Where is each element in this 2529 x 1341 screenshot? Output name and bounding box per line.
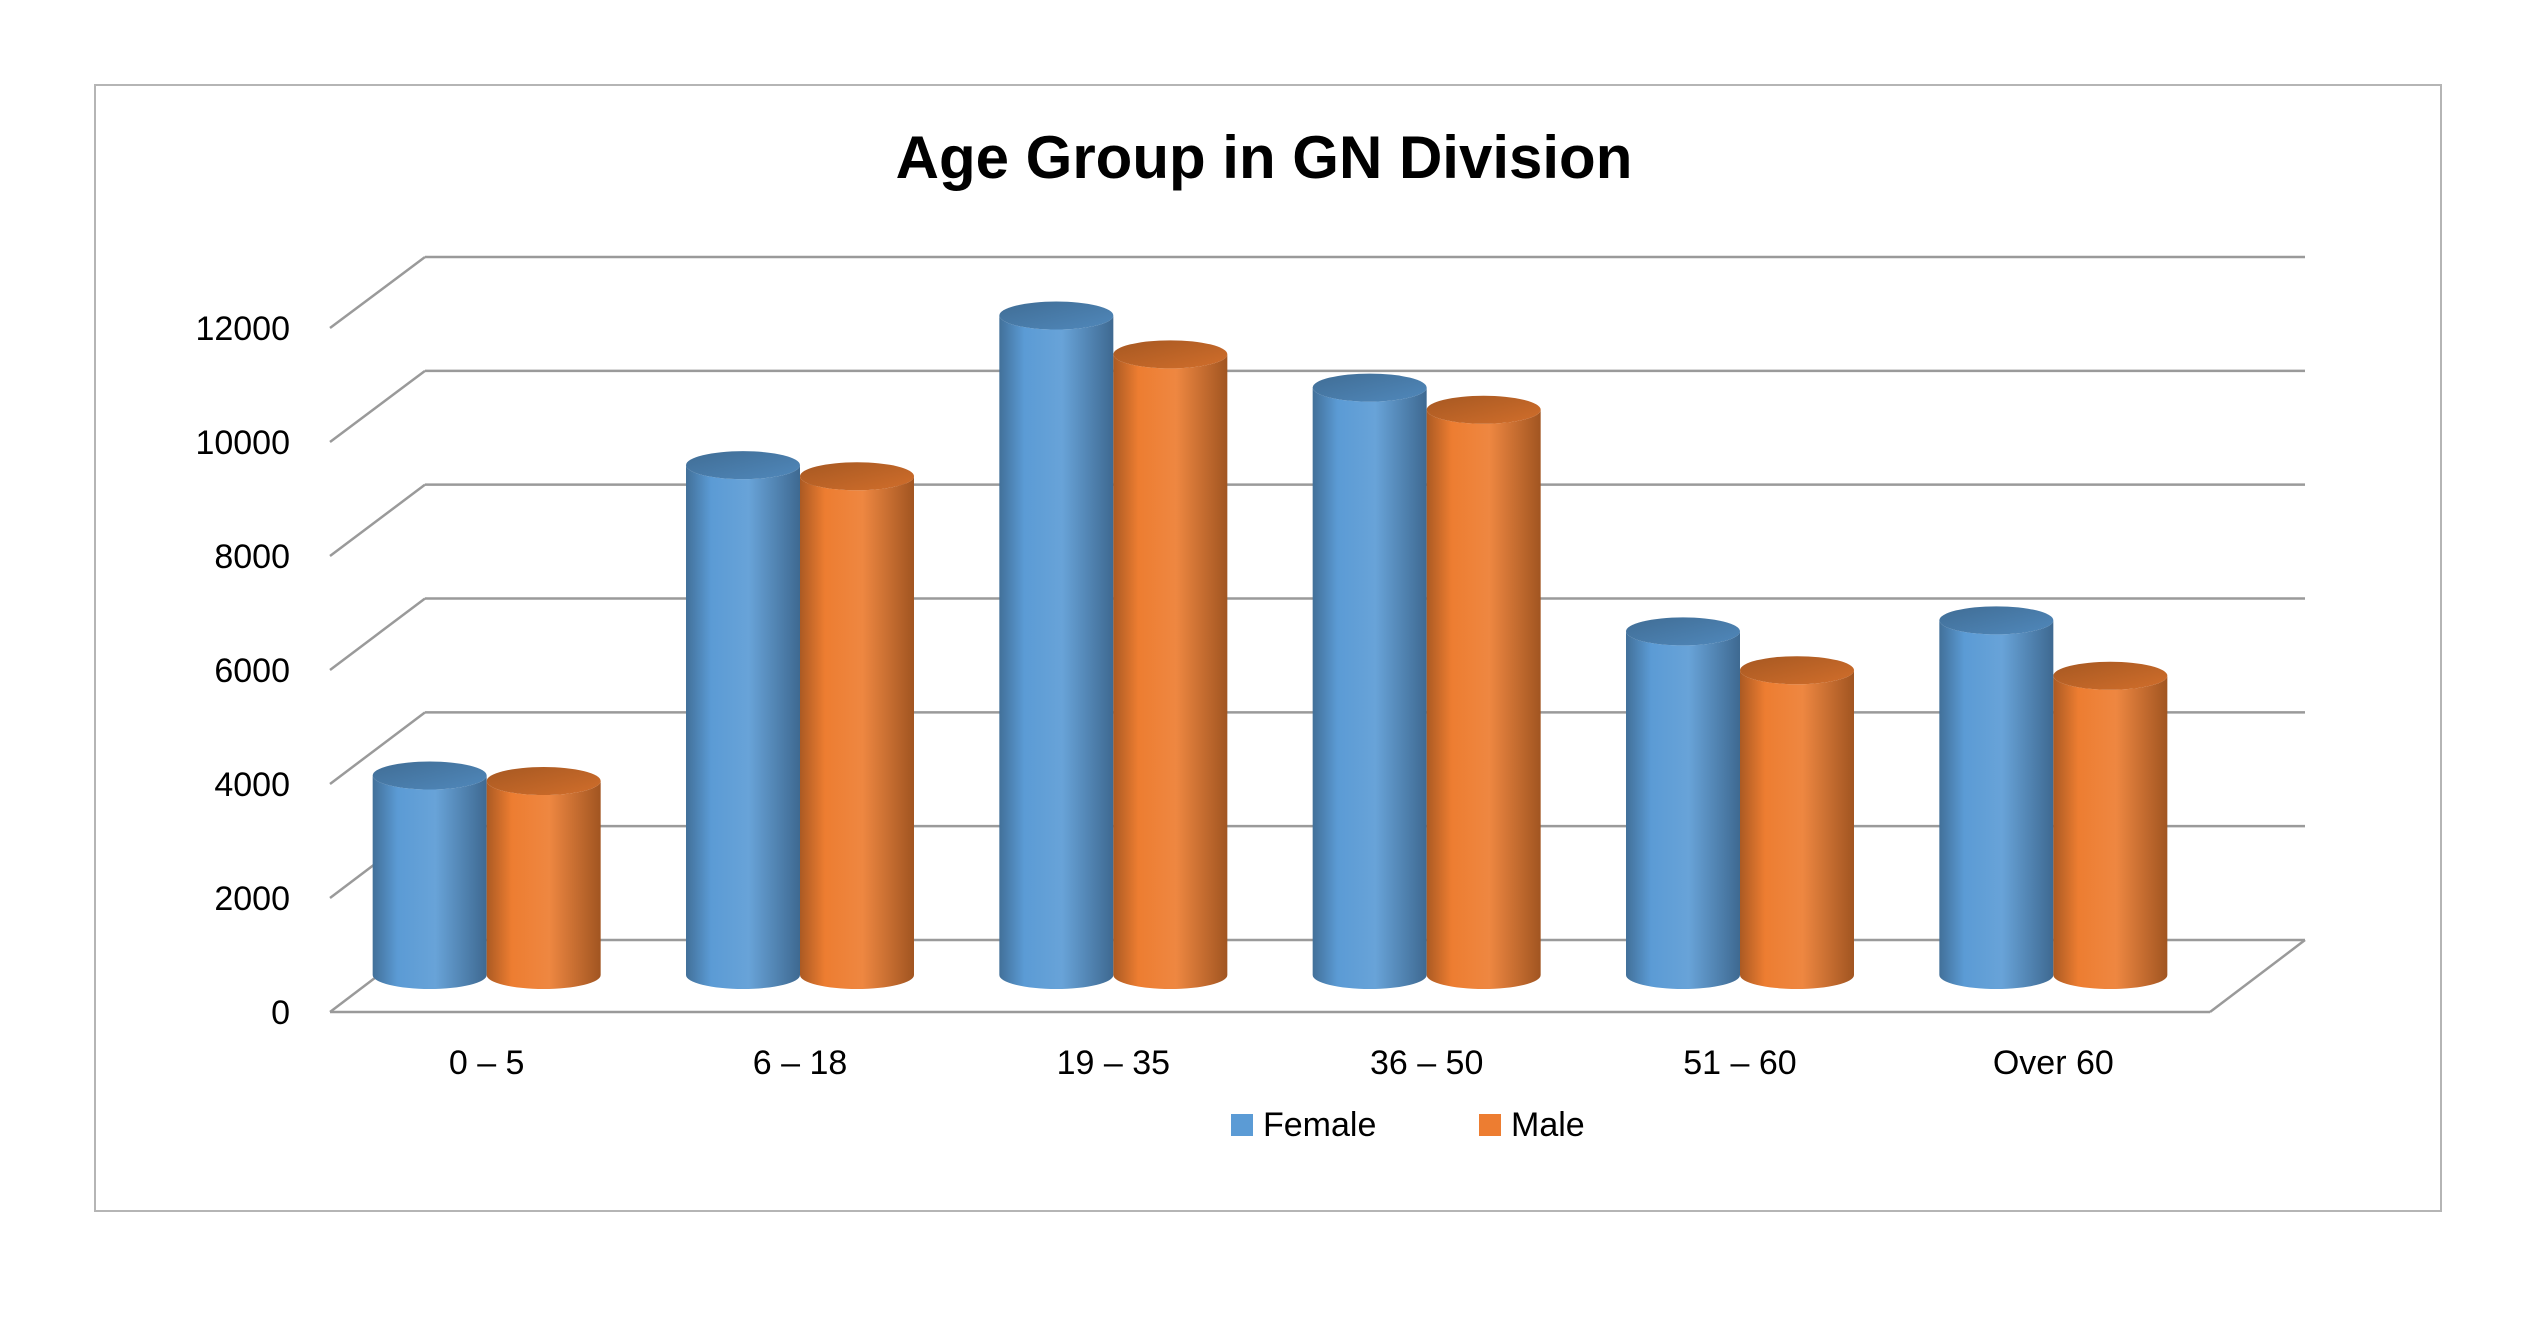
gridline-side xyxy=(329,711,426,785)
bar-female-over-60 xyxy=(1939,606,2054,990)
x-category-label: 19 – 35 xyxy=(1057,1044,1170,1082)
y-tick-label: 6000 xyxy=(214,652,290,690)
bar-male-6-18 xyxy=(800,462,914,989)
bar-body xyxy=(800,476,914,989)
chart-title: Age Group in GN Division xyxy=(896,124,1633,191)
bar-top xyxy=(1939,606,2054,635)
legend-swatch-male xyxy=(1479,1114,1501,1136)
bar-top xyxy=(372,761,487,790)
bar-body xyxy=(1113,354,1228,990)
bar-top xyxy=(1113,340,1228,369)
legend-label-male: Male xyxy=(1511,1106,1585,1144)
x-category-label: 6 – 18 xyxy=(753,1044,848,1082)
bar-top xyxy=(1626,617,1740,646)
floor-right-edge xyxy=(2209,939,2306,1013)
y-tick-label: 0 xyxy=(271,994,290,1032)
bar-female-6-18 xyxy=(686,451,800,990)
x-category-label: 36 – 50 xyxy=(1370,1044,1483,1082)
bar-male-over-60 xyxy=(2053,661,2168,990)
bar-body xyxy=(1740,670,1855,989)
y-tick-label: 2000 xyxy=(214,880,290,918)
bar-body xyxy=(1426,409,1541,990)
y-tick-label: 8000 xyxy=(214,538,290,576)
bar-female-19-35 xyxy=(999,301,1114,990)
bar-male-36-50 xyxy=(1426,395,1541,990)
bar-body xyxy=(1312,387,1427,990)
legend-swatch-female xyxy=(1231,1114,1253,1136)
bar-male-51-60 xyxy=(1740,656,1855,989)
bar-body xyxy=(2053,675,2168,990)
bar-top xyxy=(2053,661,2168,690)
bar-female-0-5 xyxy=(372,761,487,990)
gridline-side xyxy=(329,255,426,330)
bar-top xyxy=(800,462,914,491)
bar-top xyxy=(1740,656,1854,685)
bar-body xyxy=(686,465,800,990)
bar-body xyxy=(372,775,487,990)
x-category-label: 51 – 60 xyxy=(1683,1044,1796,1082)
gridline-side xyxy=(329,597,426,671)
bar-body xyxy=(486,781,601,989)
bar-body xyxy=(999,315,1114,990)
bar-top xyxy=(486,767,601,796)
bar-top xyxy=(1312,373,1427,402)
legend: Female Male xyxy=(1231,1106,1585,1144)
bar-male-0-5 xyxy=(486,767,601,989)
bar-layer xyxy=(372,301,2168,990)
bar-male-19-35 xyxy=(1113,340,1228,990)
bar-top xyxy=(686,451,800,480)
gridline-side xyxy=(329,369,426,444)
x-category-label: Over 60 xyxy=(1993,1044,2114,1082)
x-category-label: 0 – 5 xyxy=(449,1044,525,1082)
y-tick-label: 10000 xyxy=(195,424,290,462)
bar-body xyxy=(1939,620,2054,990)
legend-label-female: Female xyxy=(1263,1106,1376,1144)
bar-body xyxy=(1626,631,1740,989)
gridline-side xyxy=(329,483,426,557)
bar-top xyxy=(1426,395,1541,424)
bar-top xyxy=(999,301,1114,330)
y-axis-tick-labels: 0 2000 4000 6000 8000 10000 12000 xyxy=(195,310,290,1032)
y-tick-label: 4000 xyxy=(214,766,290,804)
bar-female-51-60 xyxy=(1626,617,1740,989)
y-tick-label: 12000 xyxy=(195,310,290,348)
bar-female-36-50 xyxy=(1312,373,1427,990)
x-axis-category-labels: 0 – 5 6 – 18 19 – 35 36 – 50 51 – 60 Over 60 xyxy=(449,1044,2114,1082)
